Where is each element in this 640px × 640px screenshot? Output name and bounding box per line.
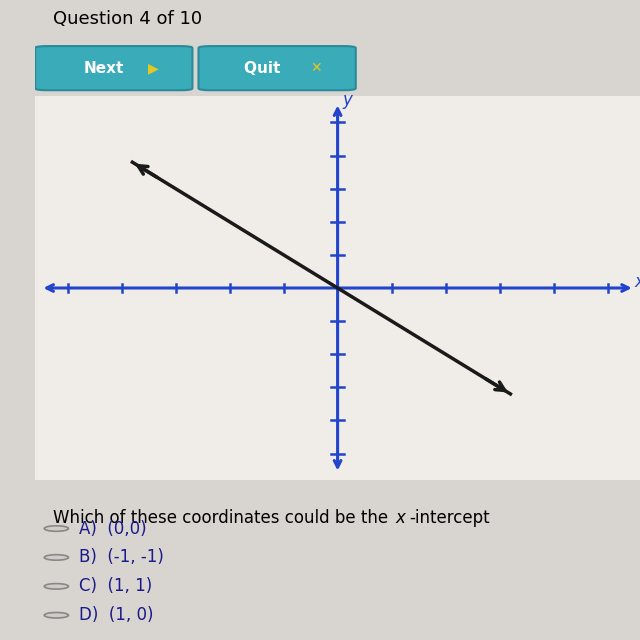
Text: ▶: ▶ bbox=[148, 61, 159, 75]
FancyBboxPatch shape bbox=[35, 46, 193, 90]
Text: D)  (1, 0): D) (1, 0) bbox=[79, 606, 153, 624]
Text: Question 4 of 10: Question 4 of 10 bbox=[53, 10, 202, 28]
FancyBboxPatch shape bbox=[198, 46, 356, 90]
Text: Which of these coordinates could be the: Which of these coordinates could be the bbox=[53, 509, 394, 527]
Text: -intercept: -intercept bbox=[409, 509, 490, 527]
Text: C)  (1, 1): C) (1, 1) bbox=[79, 577, 152, 595]
Text: x: x bbox=[395, 509, 405, 527]
Text: Quit: Quit bbox=[244, 61, 285, 76]
Circle shape bbox=[44, 612, 68, 618]
Text: x: x bbox=[634, 273, 640, 291]
Text: A)  (0,0): A) (0,0) bbox=[79, 520, 147, 538]
Text: y: y bbox=[342, 91, 352, 109]
Circle shape bbox=[44, 555, 68, 560]
Circle shape bbox=[44, 584, 68, 589]
Text: ✕: ✕ bbox=[310, 61, 322, 75]
Text: B)  (-1, -1): B) (-1, -1) bbox=[79, 548, 164, 566]
Circle shape bbox=[44, 526, 68, 531]
Text: Next: Next bbox=[84, 61, 124, 76]
